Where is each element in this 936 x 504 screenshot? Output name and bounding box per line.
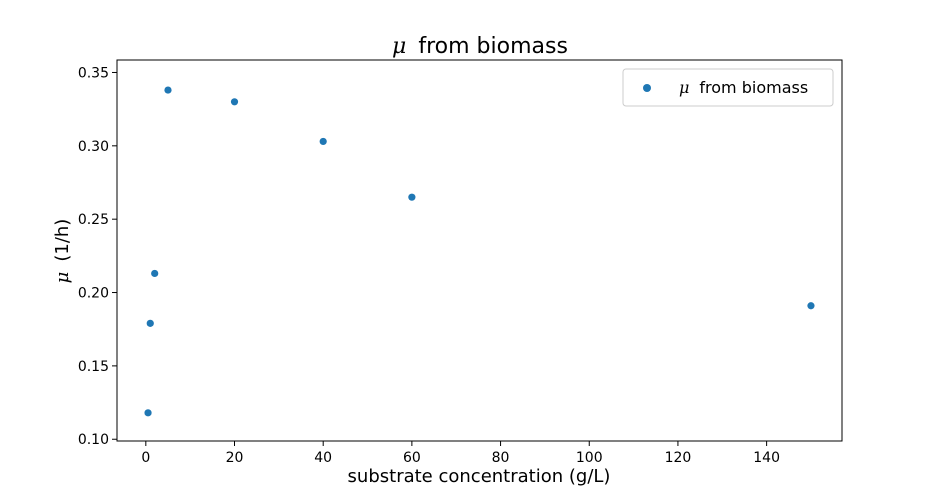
x-tick-label: 120 — [665, 450, 692, 466]
data-point — [146, 319, 154, 327]
data-point — [408, 193, 416, 201]
legend-marker — [643, 84, 651, 92]
x-tick-label: 40 — [314, 450, 332, 466]
x-tick-label: 20 — [226, 450, 244, 466]
y-axis-ticks: 0.10 0.15 0.20 0.25 0.30 0.35 — [78, 65, 117, 448]
chart-title-symbol: μ — [392, 34, 406, 59]
data-point — [319, 137, 327, 146]
data-point — [144, 409, 152, 417]
y-tick-label: 0.10 — [78, 432, 109, 448]
y-axis-label: μ (1/h) — [52, 219, 73, 284]
data-points — [144, 86, 815, 417]
plot-area: 0 20 40 60 80 100 120 140 0.100.150.200.250.300… — [78, 59, 843, 466]
x-tick-label: 80 — [492, 450, 510, 466]
data-point — [230, 98, 239, 106]
y-tick-label: 0.15 — [78, 359, 109, 375]
data-point — [164, 86, 172, 94]
legend-label-text: from biomass — [699, 78, 808, 97]
legend-label-symbol: μ — [679, 78, 689, 97]
y-tick-label: 0.35 — [78, 65, 109, 81]
chart-title: μ from biomass — [392, 34, 568, 59]
y-tick-label: 0.30 — [78, 139, 109, 155]
data-point — [151, 269, 159, 278]
legend: μ from biomass — [622, 68, 834, 107]
y-axis-label-symbol: μ — [52, 272, 73, 284]
x-tick-label: 60 — [403, 450, 421, 466]
x-tick-label: 100 — [576, 450, 603, 466]
plot-frame — [116, 59, 843, 442]
y-tick-label: 0.25 — [78, 212, 109, 228]
x-tick-label: 140 — [753, 450, 780, 466]
chart-title-text: from biomass — [418, 34, 568, 59]
y-axis-label-text: (1/h) — [52, 219, 73, 262]
legend-box — [622, 68, 834, 107]
x-axis-ticks: 0 20 40 60 80 100 120 140 — [141, 441, 780, 466]
x-axis-label: substrate concentration (g/L) — [348, 466, 611, 487]
legend-label: μ from biomass — [679, 78, 808, 97]
x-tick-label: 0 — [141, 450, 150, 466]
data-point — [807, 302, 815, 310]
y-tick-label: 0.20 — [78, 286, 109, 302]
